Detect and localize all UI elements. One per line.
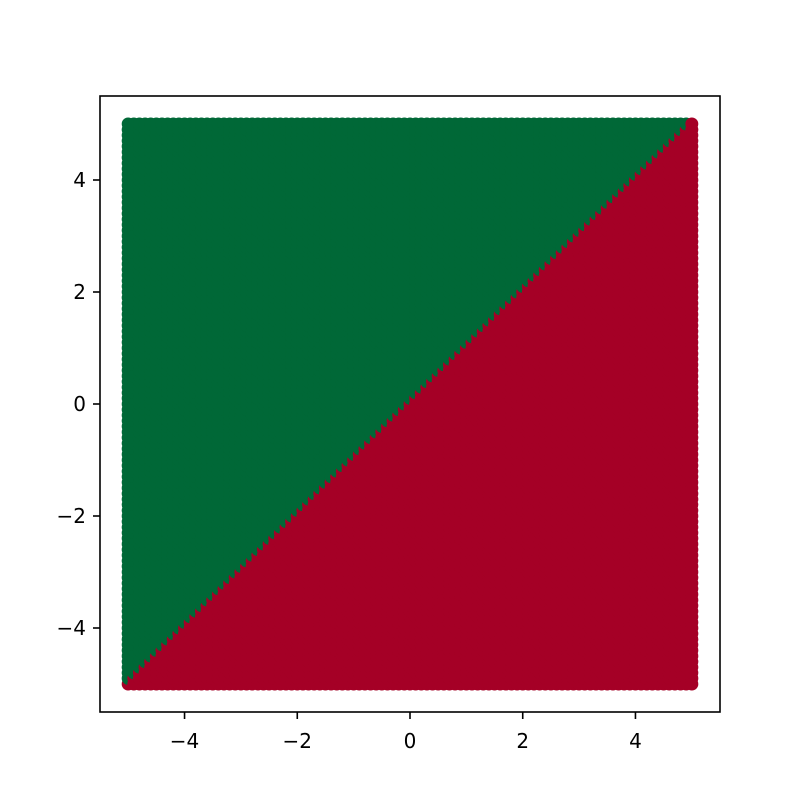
plot-area: [121, 117, 699, 691]
scatter-points: [121, 117, 699, 691]
